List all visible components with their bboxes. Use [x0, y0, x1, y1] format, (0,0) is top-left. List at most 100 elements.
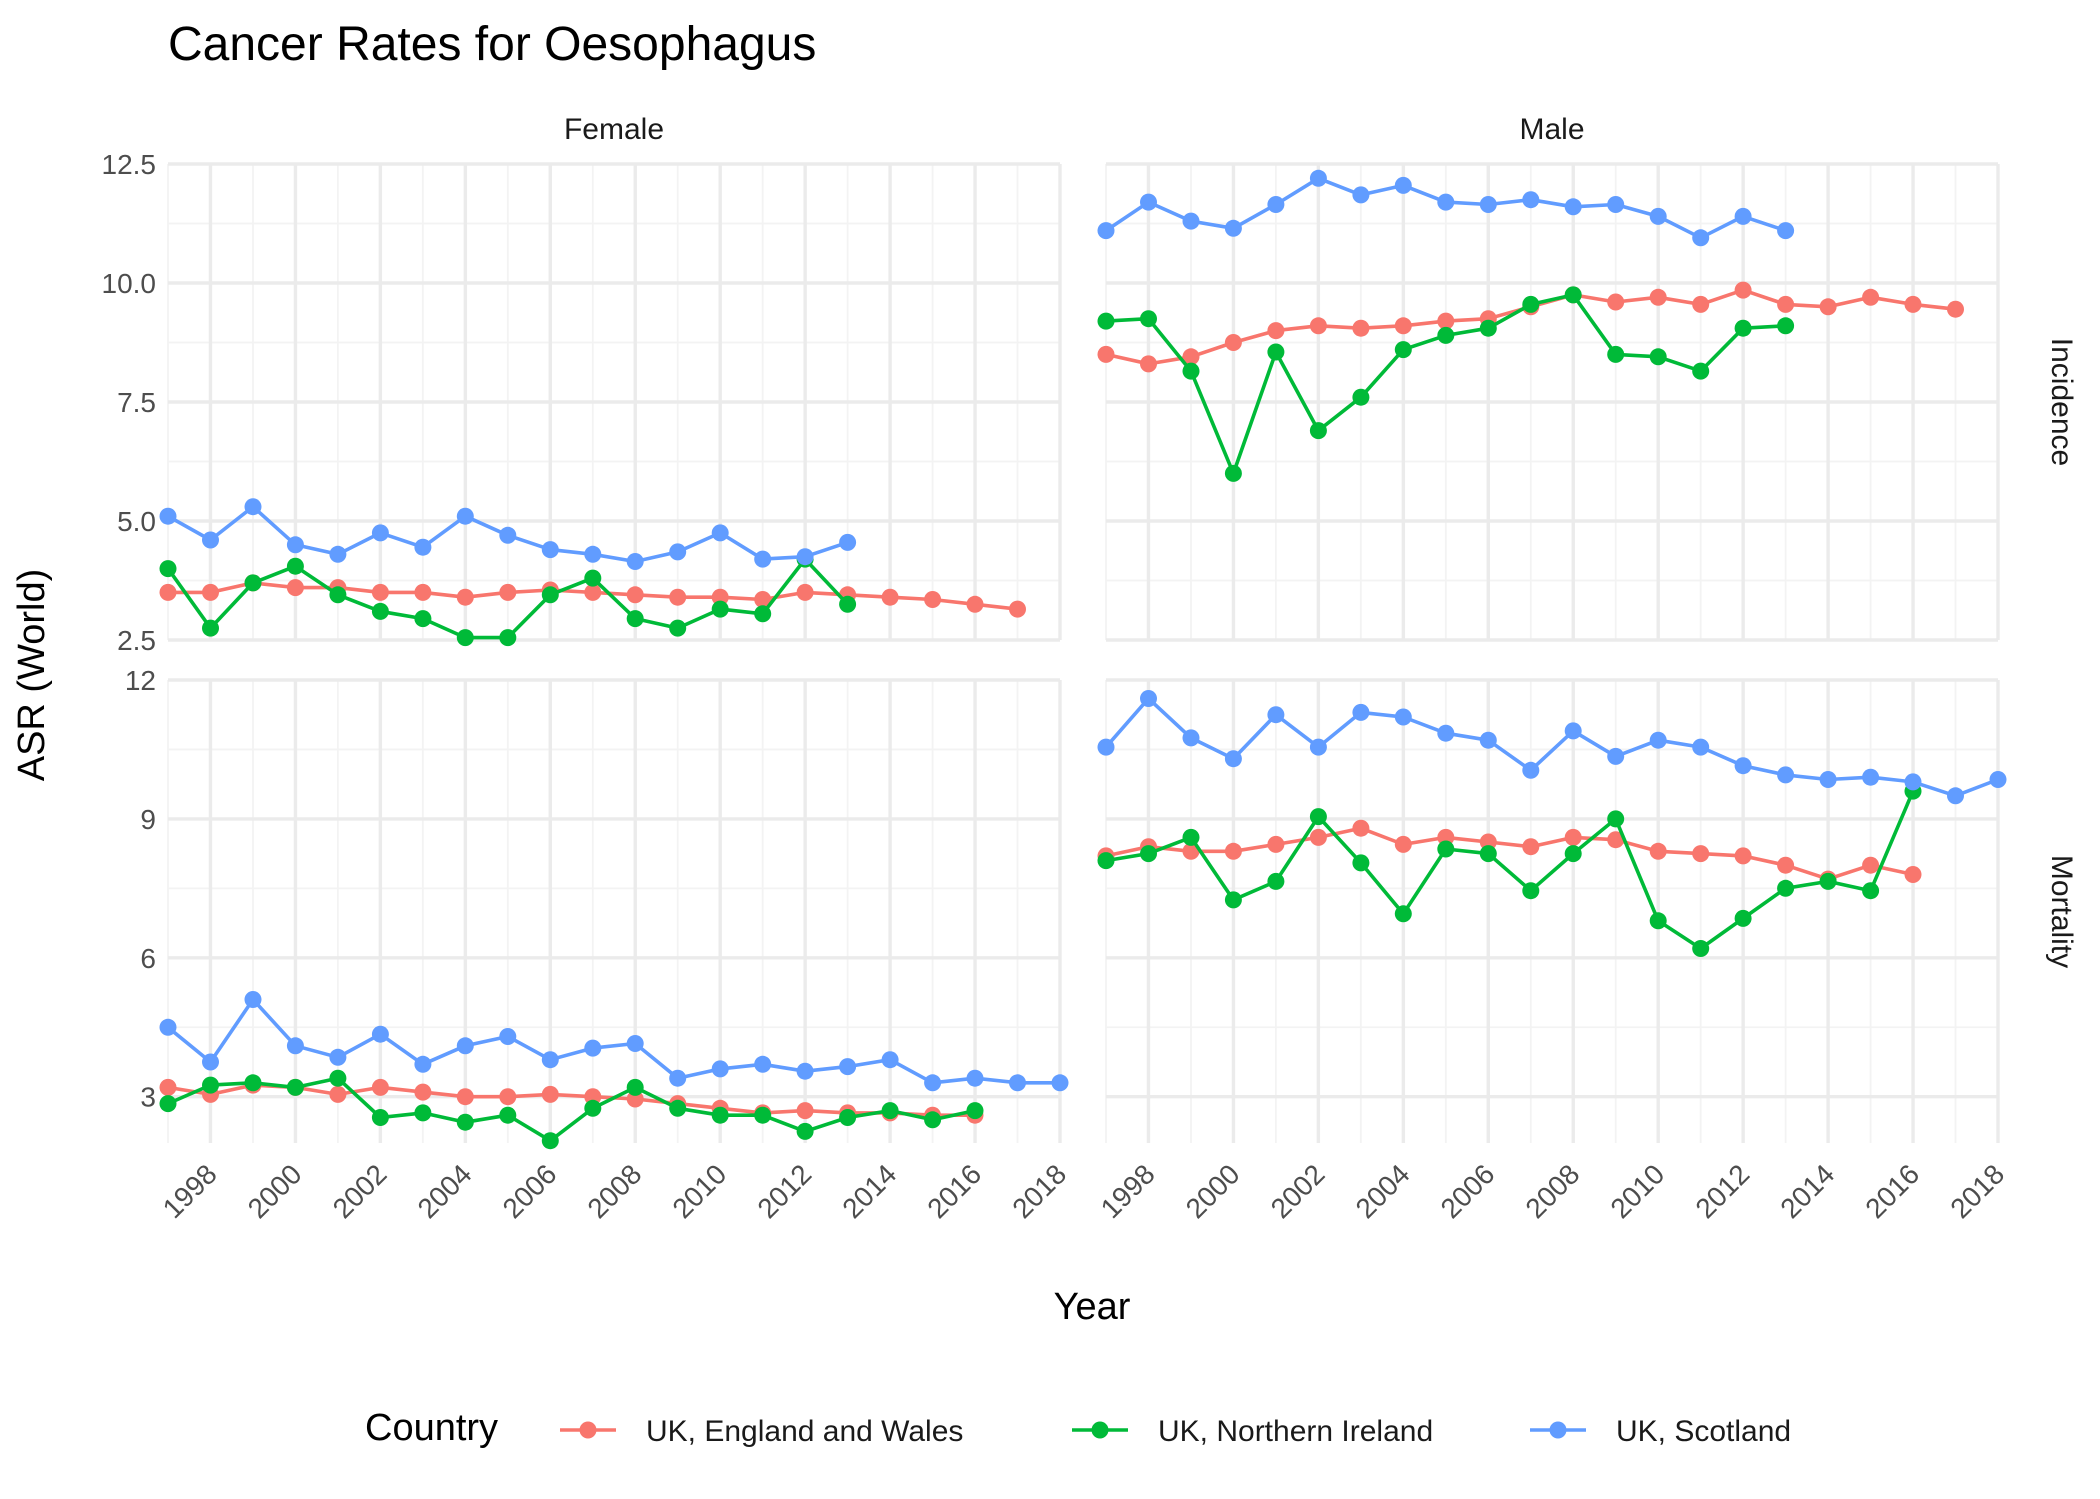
data-point-uk-scotland: [1904, 773, 1922, 791]
data-point-uk-northern-ireland: [1607, 810, 1625, 828]
data-point-uk-scotland: [202, 1053, 219, 1071]
data-point-uk-scotland: [584, 545, 602, 563]
data-point-uk-scotland: [1352, 703, 1370, 721]
data-point-uk-northern-ireland: [1267, 872, 1285, 890]
data-point-uk-england-and-wales: [1862, 856, 1880, 874]
data-point-uk-scotland: [711, 1060, 729, 1078]
data-point-uk-england-and-wales: [371, 583, 389, 601]
y-tick-label: 9: [140, 804, 156, 835]
data-point-uk-england-and-wales: [1649, 842, 1667, 860]
data-point-uk-northern-ireland: [1734, 909, 1752, 927]
data-point-uk-scotland: [159, 507, 177, 525]
data-point-uk-scotland: [286, 1037, 304, 1055]
data-point-uk-scotland: [1649, 731, 1667, 749]
data-point-uk-england-and-wales: [1267, 322, 1285, 340]
data-point-uk-scotland: [1649, 207, 1667, 225]
data-point-uk-england-and-wales: [371, 1078, 389, 1096]
data-point-uk-scotland: [1352, 186, 1370, 204]
data-point-uk-northern-ireland: [584, 1099, 602, 1117]
data-point-uk-scotland: [371, 1025, 389, 1043]
data-point-uk-scotland: [796, 548, 814, 566]
data-point-uk-northern-ireland: [924, 1111, 942, 1129]
data-point-uk-england-and-wales: [541, 1085, 559, 1103]
data-point-uk-england-and-wales: [1437, 312, 1455, 330]
legend-title: Country: [365, 1407, 498, 1449]
data-point-uk-northern-ireland: [202, 1076, 219, 1094]
data-point-uk-scotland: [1097, 222, 1115, 240]
data-point-uk-northern-ireland: [1182, 362, 1200, 380]
data-point-uk-scotland: [1097, 738, 1115, 756]
data-point-uk-scotland: [499, 1028, 517, 1045]
data-point-uk-northern-ireland: [796, 1122, 814, 1140]
data-point-uk-northern-ireland: [1479, 319, 1497, 337]
data-point-uk-scotland: [1224, 219, 1242, 237]
data-point-uk-scotland: [1564, 722, 1582, 740]
x-axis-title: Year: [1054, 1286, 1131, 1328]
data-point-uk-scotland: [1522, 761, 1540, 779]
legend-key-point: [1549, 1421, 1567, 1439]
strip-incidence: Incidence: [2045, 338, 2078, 466]
data-point-uk-england-and-wales: [1734, 847, 1752, 865]
data-point-uk-scotland: [839, 533, 857, 551]
data-point-uk-scotland: [1989, 771, 2007, 788]
data-point-uk-scotland: [754, 550, 772, 568]
data-point-uk-scotland: [1437, 724, 1455, 742]
data-point-uk-england-and-wales: [1607, 293, 1625, 311]
data-point-uk-northern-ireland: [541, 1132, 559, 1150]
data-point-uk-england-and-wales: [881, 588, 899, 606]
data-point-uk-northern-ireland: [159, 1095, 177, 1113]
data-point-uk-england-and-wales: [329, 1085, 347, 1103]
data-point-uk-northern-ireland: [1097, 312, 1115, 330]
data-point-uk-northern-ireland: [881, 1102, 899, 1120]
data-point-uk-england-and-wales: [286, 579, 304, 597]
data-point-uk-northern-ireland: [1224, 891, 1242, 909]
data-point-uk-scotland: [924, 1074, 942, 1092]
data-point-uk-england-and-wales: [966, 595, 984, 613]
data-point-uk-scotland: [1051, 1074, 1069, 1092]
data-point-uk-northern-ireland: [456, 629, 474, 647]
data-point-uk-england-and-wales: [1777, 856, 1795, 874]
data-point-uk-scotland: [1607, 196, 1625, 213]
data-point-uk-northern-ireland: [1692, 940, 1710, 957]
data-point-uk-scotland: [1009, 1074, 1026, 1092]
data-point-uk-england-and-wales: [796, 583, 814, 601]
data-point-uk-northern-ireland: [1522, 295, 1540, 313]
data-point-uk-scotland: [1692, 738, 1710, 756]
data-point-uk-scotland: [1947, 787, 1964, 805]
data-point-uk-northern-ireland: [711, 600, 729, 618]
data-point-uk-england-and-wales: [1904, 866, 1922, 883]
y-tick-label: 7.5: [117, 387, 156, 418]
panel-male-incidence: [1097, 162, 2000, 642]
data-point-uk-england-and-wales: [1352, 819, 1370, 837]
legend: Country UK, England and Wales UK, Norther…: [365, 1407, 1791, 1449]
legend-key-point: [579, 1421, 597, 1439]
data-point-uk-northern-ireland: [711, 1106, 729, 1124]
data-point-uk-scotland: [244, 991, 262, 1008]
data-point-uk-england-and-wales: [1692, 295, 1710, 313]
data-point-uk-northern-ireland: [1267, 343, 1285, 361]
data-point-uk-england-and-wales: [499, 583, 517, 601]
data-point-uk-northern-ireland: [1140, 845, 1157, 863]
data-point-uk-scotland: [1692, 229, 1710, 247]
data-point-uk-england-and-wales: [796, 1102, 814, 1120]
data-point-uk-northern-ireland: [1182, 828, 1200, 846]
data-point-uk-england-and-wales: [1607, 831, 1625, 849]
data-point-uk-scotland: [1479, 196, 1497, 213]
data-point-uk-northern-ireland: [1394, 905, 1412, 923]
data-point-uk-northern-ireland: [499, 629, 517, 647]
data-point-uk-scotland: [159, 1018, 177, 1036]
data-point-uk-scotland: [754, 1055, 772, 1073]
data-point-uk-scotland: [669, 543, 687, 561]
data-point-uk-northern-ireland: [1692, 362, 1710, 380]
data-point-uk-northern-ireland: [754, 605, 772, 623]
y-tick-label: 3: [140, 1082, 156, 1113]
data-point-uk-scotland: [371, 524, 389, 542]
data-point-uk-england-and-wales: [1522, 838, 1540, 856]
data-point-uk-northern-ireland: [1437, 326, 1455, 344]
data-point-uk-scotland: [1140, 193, 1157, 211]
data-point-uk-scotland: [1267, 196, 1285, 213]
data-point-uk-northern-ireland: [541, 586, 559, 604]
chart-title: Cancer Rates for Oesophagus: [168, 18, 816, 71]
data-point-uk-scotland: [456, 507, 474, 525]
data-point-uk-northern-ireland: [244, 574, 262, 592]
